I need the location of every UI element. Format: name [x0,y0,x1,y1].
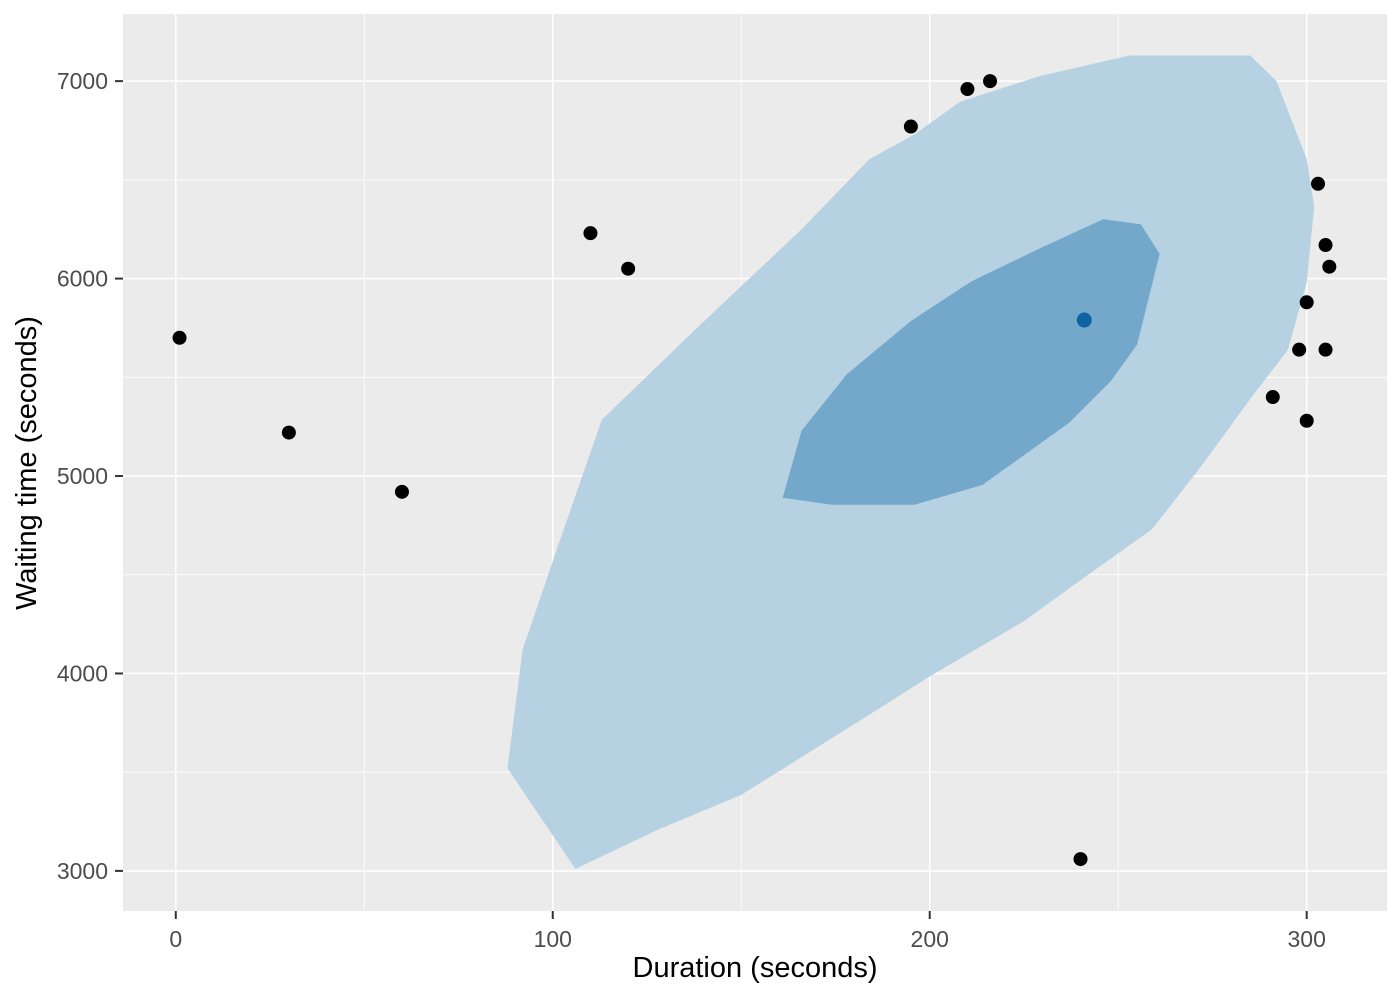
data-point [1299,413,1314,428]
y-tick-label: 5000 [57,463,108,489]
data-point [1318,342,1333,357]
x-axis-title: Duration (seconds) [633,952,878,984]
density-contours [507,55,1315,869]
y-axis-title: Waiting time (seconds) [11,316,43,610]
y-tick-label: 4000 [57,660,108,686]
data-point [172,330,187,345]
density-contour-inner [782,219,1160,505]
x-tick-label: 100 [534,926,572,952]
axes: 0 100 200 300 3000 4000 5000 6000 7000 [57,68,1326,952]
data-point [960,82,975,97]
data-point [583,226,598,241]
data-point [1292,342,1307,357]
data-point [1073,852,1088,867]
x-tick-label: 300 [1288,926,1326,952]
data-point [1318,238,1333,253]
x-tick-label: 0 [169,926,182,952]
data-point [983,74,998,89]
data-point [1311,176,1326,191]
data-point [281,425,296,440]
y-tick-label: 6000 [57,266,108,292]
data-points [172,74,1337,867]
y-tick-label: 7000 [57,68,108,94]
data-point [1299,295,1314,310]
data-point [1265,390,1280,405]
data-point [1322,259,1337,274]
data-point [621,261,636,276]
data-point [903,119,918,134]
x-tick-label: 200 [911,926,949,952]
highlight-point [1076,312,1092,328]
data-point [394,484,409,499]
y-tick-label: 3000 [57,858,108,884]
